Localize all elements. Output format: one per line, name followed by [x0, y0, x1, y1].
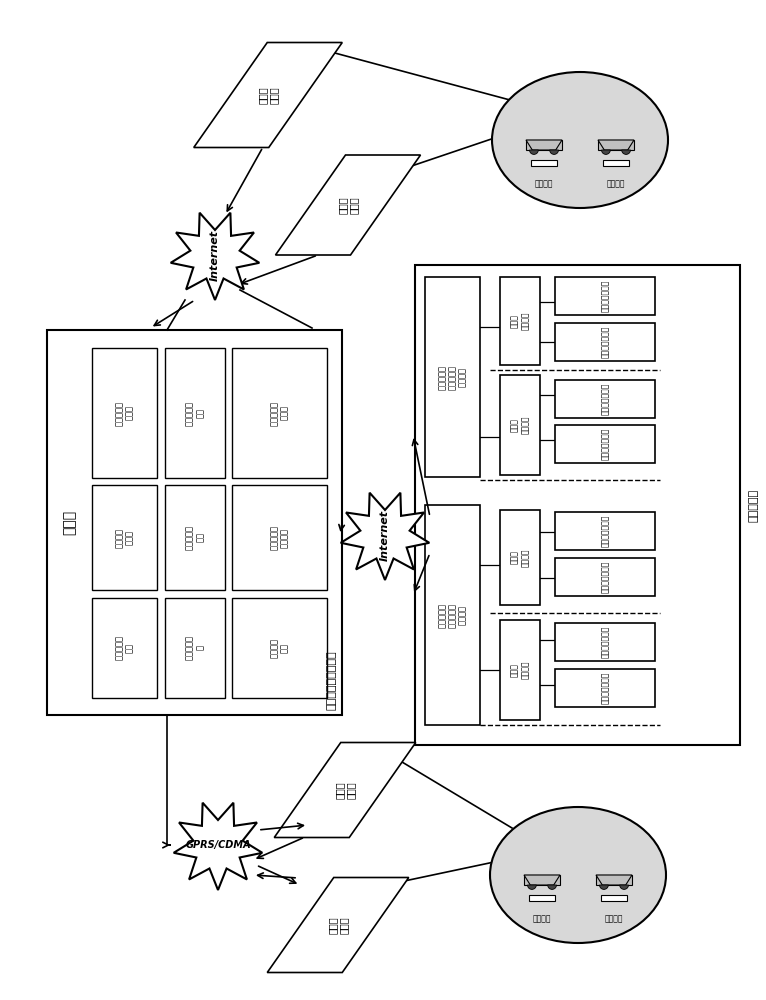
- Text: 固定式
读写器: 固定式 读写器: [337, 196, 358, 214]
- Bar: [425, 277, 480, 477]
- Bar: [47, 330, 342, 715]
- Text: 中心数据库
规则模块: 中心数据库 规则模块: [270, 525, 290, 550]
- Text: 角色管理
模块: 角色管理 模块: [270, 638, 290, 658]
- Text: 无锡市
车管中心: 无锡市 车管中心: [510, 312, 530, 330]
- Bar: [232, 485, 327, 590]
- Wedge shape: [601, 150, 611, 154]
- Bar: [529, 895, 555, 901]
- Ellipse shape: [490, 807, 666, 943]
- Bar: [555, 623, 655, 661]
- Text: 历城区排管中心: 历城区排管中心: [601, 561, 610, 593]
- Bar: [165, 485, 225, 590]
- Bar: [500, 620, 540, 720]
- Bar: [92, 348, 157, 478]
- Text: 固定式
读写器: 固定式 读写器: [257, 86, 279, 104]
- Text: 系统事件管
理模块: 系统事件管 理模块: [270, 400, 290, 426]
- Wedge shape: [620, 885, 628, 889]
- Bar: [500, 510, 540, 605]
- Text: GPRS/CDMA: GPRS/CDMA: [185, 840, 250, 850]
- Polygon shape: [276, 155, 421, 255]
- Bar: [598, 140, 634, 150]
- Text: 惠山区排管中心: 惠山区排管中心: [601, 280, 610, 312]
- Text: 业务表单管
理模块: 业务表单管 理模块: [115, 400, 134, 426]
- Bar: [555, 512, 655, 550]
- Wedge shape: [548, 885, 556, 889]
- Bar: [555, 669, 655, 707]
- Wedge shape: [600, 885, 608, 889]
- Bar: [500, 277, 540, 365]
- Bar: [596, 875, 632, 885]
- Text: 服务器: 服务器: [62, 510, 76, 535]
- Polygon shape: [174, 803, 262, 890]
- Bar: [500, 375, 540, 475]
- Text: 电子车管中心数据库: 电子车管中心数据库: [327, 650, 337, 710]
- Text: 用户数据库: 用户数据库: [749, 488, 759, 522]
- Text: 电子车牌: 电子车牌: [532, 914, 552, 923]
- Bar: [555, 277, 655, 315]
- Ellipse shape: [492, 72, 668, 208]
- Bar: [555, 425, 655, 463]
- Bar: [425, 505, 480, 725]
- Text: 历下区排管中心: 历下区排管中心: [601, 515, 610, 547]
- Polygon shape: [524, 875, 560, 885]
- Text: 南京市
车管中心: 南京市 车管中心: [510, 416, 530, 434]
- Text: 市南区排管中心: 市南区排管中心: [601, 626, 610, 658]
- Text: 电子车牌: 电子车牌: [604, 914, 624, 923]
- Text: 设备管理模
块: 设备管理模 块: [185, 636, 205, 660]
- Polygon shape: [341, 493, 429, 580]
- Text: 物理卡管理
模块: 物理卡管理 模块: [185, 525, 205, 550]
- Polygon shape: [526, 140, 562, 150]
- Bar: [232, 598, 327, 698]
- Bar: [604, 160, 629, 166]
- Text: 市北区排管中心: 市北区排管中心: [601, 672, 610, 704]
- Wedge shape: [622, 150, 630, 154]
- Wedge shape: [550, 150, 558, 154]
- Bar: [555, 380, 655, 418]
- Bar: [232, 348, 327, 478]
- Bar: [555, 558, 655, 596]
- Bar: [601, 895, 627, 901]
- Bar: [532, 160, 557, 166]
- Wedge shape: [529, 150, 538, 154]
- Bar: [92, 485, 157, 590]
- Text: 账名单管
理模块: 账名单管 理模块: [115, 528, 134, 548]
- Polygon shape: [274, 742, 416, 838]
- Text: 江苏省（用
户数据库）
车管中心: 江苏省（用 户数据库） 车管中心: [437, 364, 467, 389]
- Polygon shape: [194, 42, 342, 147]
- Bar: [524, 875, 560, 885]
- Text: 山东省（用
户数据库）
车管中心: 山东省（用 户数据库） 车管中心: [437, 602, 467, 628]
- Text: 识别号管理
模块: 识别号管理 模块: [115, 636, 134, 660]
- Polygon shape: [596, 875, 632, 885]
- Polygon shape: [171, 213, 260, 300]
- Text: 济南市
车管中心: 济南市 车管中心: [510, 548, 530, 567]
- Bar: [165, 598, 225, 698]
- Text: 统计、分析
模块: 统计、分析 模块: [185, 400, 205, 426]
- Bar: [92, 598, 157, 698]
- Text: Internet: Internet: [380, 509, 390, 561]
- Text: 青岛市
车管中心: 青岛市 车管中心: [510, 661, 530, 679]
- Text: 电子车牌: 电子车牌: [535, 179, 553, 188]
- Text: 鼓楼区排管中心: 鼓楼区排管中心: [601, 383, 610, 415]
- Text: 滨湖区排管中心: 滨湖区排管中心: [601, 326, 610, 358]
- Bar: [526, 140, 562, 150]
- Text: Internet: Internet: [210, 229, 220, 281]
- Text: 移动式
读写器: 移动式 读写器: [334, 781, 355, 799]
- Polygon shape: [598, 140, 634, 150]
- Polygon shape: [267, 878, 409, 972]
- Wedge shape: [528, 885, 536, 889]
- Text: 南部区排管中心: 南部区排管中心: [601, 428, 610, 460]
- Text: 电子车牌: 电子车牌: [607, 179, 625, 188]
- Bar: [555, 323, 655, 361]
- Bar: [165, 348, 225, 478]
- Text: 移动式
读写器: 移动式 读写器: [327, 916, 349, 934]
- Bar: [415, 265, 740, 745]
